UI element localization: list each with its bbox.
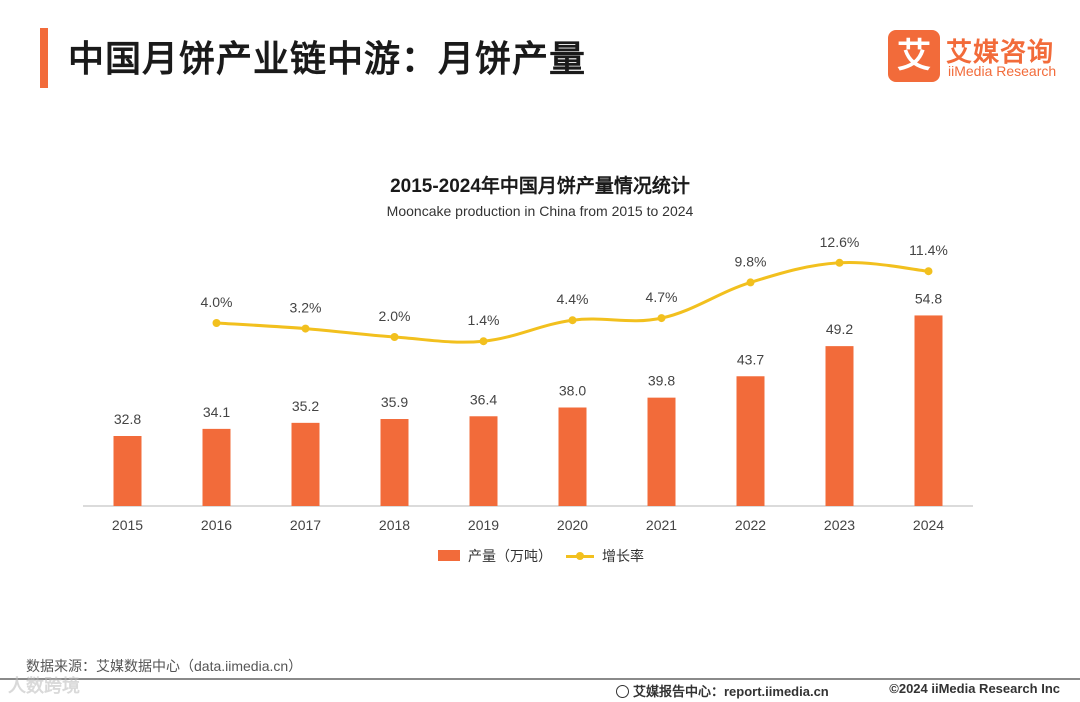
legend-line-dot: [576, 552, 584, 560]
legend-label-growth: 增长率: [602, 548, 644, 564]
chart-subtitle: Mooncake production in China from 2015 t…: [386, 203, 694, 219]
bar-label-2018: 35.9: [381, 394, 408, 410]
page-title: 中国月饼产业链中游：月饼产量: [68, 38, 587, 79]
footer-report-text: 艾媒报告中心：report.iimedia.cn: [633, 684, 829, 699]
legend-item-production: 产量（万吨）: [438, 546, 552, 566]
x-tick-2024: 2024: [913, 517, 944, 533]
bar-2016: [202, 428, 231, 506]
title-accent-bar: [40, 28, 48, 88]
chart-legend: 产量（万吨） 增长率: [0, 546, 1080, 566]
bar-label-2023: 49.2: [826, 321, 853, 337]
growth-point-2017: [301, 324, 310, 333]
bar-label-2017: 35.2: [292, 398, 319, 414]
bar-label-2022: 43.7: [737, 351, 764, 367]
growth-point-2016: [212, 319, 221, 327]
growth-label-2022: 9.8%: [735, 253, 767, 269]
globe-icon: [616, 685, 629, 698]
x-tick-2017: 2017: [290, 517, 321, 533]
bar-label-2024: 54.8: [915, 290, 942, 306]
growth-point-2018: [390, 333, 399, 341]
x-tick-2020: 2020: [557, 517, 588, 533]
growth-point-2021: [657, 314, 666, 323]
data-source-note: 数据来源：艾媒数据中心（data.iimedia.cn）: [26, 658, 303, 674]
logo-english-name: iiMedia Research: [948, 63, 1057, 79]
bar-2020: [558, 407, 587, 506]
footer-report-link[interactable]: 艾媒报告中心：report.iimedia.cn: [616, 681, 829, 700]
x-tick-2015: 2015: [112, 517, 143, 533]
growth-label-2024: 11.4%: [909, 242, 948, 258]
bar-label-2015: 32.8: [114, 411, 141, 427]
x-tick-2021: 2021: [646, 517, 677, 533]
bar-2024: [914, 315, 943, 506]
bar-label-2021: 39.8: [648, 373, 675, 389]
logo-chinese-name: 艾媒咨询: [946, 37, 1055, 67]
bar-2023: [825, 346, 854, 506]
growth-label-2021: 4.7%: [646, 289, 678, 305]
x-tick-2019: 2019: [468, 517, 499, 533]
bar-label-2019: 36.4: [470, 391, 497, 407]
growth-point-2022: [746, 278, 755, 287]
growth-point-2024: [924, 267, 933, 276]
chart-title: 2015-2024年中国月饼产量情况统计: [390, 176, 690, 197]
x-tick-2022: 2022: [735, 517, 766, 533]
bar-2015: [113, 436, 142, 506]
bar-2018: [380, 419, 409, 506]
bar-2022: [736, 376, 765, 506]
legend-bar-swatch: [438, 550, 460, 561]
growth-label-2023: 12.6%: [820, 234, 860, 250]
growth-label-2016: 4.0%: [201, 294, 233, 310]
footer-copyright: ©2024 iiMedia Research Inc: [889, 681, 1060, 696]
bar-2017: [291, 422, 320, 506]
legend-label-production: 产量（万吨）: [468, 548, 552, 564]
x-tick-2023: 2023: [824, 517, 855, 533]
footer-divider: [0, 678, 1080, 680]
growth-point-2023: [835, 258, 844, 267]
watermark-text: 人数跨境: [8, 676, 80, 696]
bar-2019: [469, 416, 498, 506]
x-tick-2016: 2016: [201, 517, 232, 533]
growth-label-2020: 4.4%: [557, 291, 589, 307]
legend-item-growth: 增长率: [566, 546, 644, 566]
growth-label-2018: 2.0%: [379, 308, 411, 324]
x-tick-2018: 2018: [379, 517, 410, 533]
growth-label-2019: 1.4%: [468, 312, 500, 328]
iimedia-logo: 艾 艾媒咨询 iiMedia Research: [888, 30, 1068, 82]
bar-2021: [647, 397, 676, 506]
growth-point-2019: [479, 337, 488, 346]
growth-label-2017: 3.2%: [290, 300, 322, 316]
bar-label-2016: 34.1: [203, 404, 230, 420]
logo-mark-icon: 艾: [888, 30, 940, 82]
bar-label-2020: 38.0: [559, 383, 586, 399]
growth-point-2020: [568, 316, 577, 325]
